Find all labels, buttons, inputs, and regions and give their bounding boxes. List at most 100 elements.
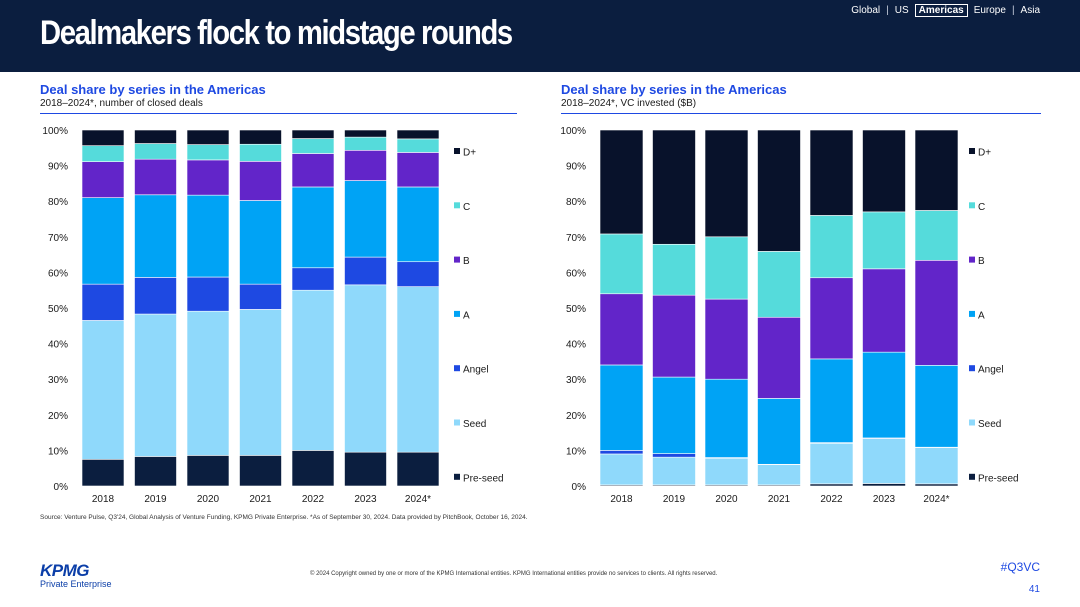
chart-panel-vc: Deal share by series in the Americas 201… — [561, 82, 1041, 512]
y-tick-label: 80% — [566, 197, 586, 208]
y-tick-label: 10% — [566, 446, 586, 457]
bar-segment-b — [914, 259, 959, 366]
bar-segment-pre-seed — [186, 455, 230, 487]
legend-label-a: A — [978, 310, 985, 321]
source-note: Source: Venture Pulse, Q3'24, Global Ana… — [40, 514, 528, 521]
legend-swatch-d — [969, 148, 975, 154]
chart-subtitle: 2018–2024*, VC invested ($B) — [561, 98, 697, 109]
bar-segment-d — [757, 129, 801, 252]
y-tick-label: 20% — [48, 411, 68, 422]
bar-segment-seed — [396, 286, 440, 453]
chart-panel-deals: Deal share by series in the Americas 201… — [40, 82, 517, 512]
kpmg-logo: KPMG Private Enterprise — [40, 562, 112, 590]
bar-segment-d — [862, 129, 906, 213]
bar-segment-seed — [344, 284, 387, 453]
bar-segment-d — [81, 129, 125, 146]
nav-asia[interactable]: Asia — [1020, 5, 1040, 16]
chart-subtitle: 2018–2024*, number of closed deals — [40, 98, 203, 109]
bar-segment-pre-seed — [396, 451, 440, 487]
legend-label-a: A — [463, 310, 470, 321]
bar-segment-pre-seed — [862, 483, 906, 487]
bar-segment-d — [809, 129, 854, 216]
bar-segment-angel — [652, 453, 696, 458]
y-tick-label: 10% — [48, 446, 68, 457]
legend-label-b: B — [463, 256, 470, 267]
bar-segment-pre-seed — [291, 450, 335, 487]
bar-segment-d — [396, 129, 440, 140]
legend-swatch-a — [969, 310, 975, 317]
bar-segment-angel — [186, 276, 230, 312]
bar-segment-seed — [186, 310, 230, 456]
x-tick-label: 2023 — [354, 494, 377, 505]
bar-segment-d — [652, 129, 696, 245]
legend-swatch-c — [454, 202, 460, 209]
bar-segment-b — [81, 161, 125, 198]
legend-swatch-c — [969, 202, 975, 209]
bar-segment-c — [599, 233, 644, 295]
y-tick-label: 90% — [566, 162, 586, 173]
nav-europe[interactable]: Europe — [973, 5, 1006, 16]
legend-swatch-angel — [454, 365, 460, 372]
legend-swatch-pre-seed — [454, 473, 460, 480]
legend-label-d: D+ — [463, 148, 476, 159]
legend-swatch-seed — [969, 419, 975, 426]
bar-segment-angel — [134, 277, 177, 315]
bar-segment-angel — [81, 283, 125, 321]
x-tick-label: 2022 — [302, 494, 325, 505]
legend-label-c: C — [978, 202, 985, 213]
x-tick-label: 2023 — [873, 494, 896, 505]
y-tick-label: 30% — [566, 375, 586, 386]
nav-separator: | — [1011, 5, 1015, 16]
bar-segment-c — [704, 236, 749, 300]
bar-segment-seed — [599, 453, 644, 486]
y-tick-label: 100% — [42, 126, 68, 137]
legend-swatch-b — [454, 256, 460, 263]
bar-segment-seed — [134, 313, 177, 457]
bar-segment-b — [757, 316, 801, 399]
y-tick-label: 50% — [566, 304, 586, 315]
legend-label-pre-seed: Pre-seed — [978, 473, 1019, 484]
bar-segment-d — [599, 129, 644, 235]
bar-segment-pre-seed — [344, 451, 387, 487]
bar-segment-seed — [809, 442, 854, 485]
bar-segment-a — [704, 378, 749, 458]
page-title: Dealmakers flock to midstage rounds — [40, 14, 513, 52]
nav-americas[interactable]: Americas — [914, 4, 968, 17]
nav-us[interactable]: US — [894, 5, 909, 16]
bar-segment-b — [291, 153, 335, 188]
bar-segment-c — [344, 136, 387, 151]
chart-title: Deal share by series in the Americas — [561, 82, 787, 97]
legend-label-angel: Angel — [463, 365, 489, 376]
bar-segment-seed — [914, 447, 959, 485]
bar-segment-b — [652, 294, 696, 378]
logo-subtext: Private Enterprise — [40, 579, 112, 589]
bar-segment-seed — [704, 457, 749, 486]
bar-segment-d — [186, 129, 230, 145]
bar-segment-a — [344, 180, 387, 258]
y-tick-label: 70% — [48, 233, 68, 244]
nav-global[interactable]: Global — [851, 5, 881, 16]
bar-segment-d — [914, 129, 959, 211]
x-tick-label: 2020 — [715, 494, 738, 505]
bar-segment-d — [291, 129, 335, 139]
chart-title: Deal share by series in the Americas — [40, 82, 266, 97]
bar-segment-c — [81, 145, 125, 162]
bar-segment-a — [809, 358, 854, 443]
region-nav: Global | US Americas Europe | Asia — [849, 4, 1042, 17]
bar-segment-b — [809, 277, 854, 360]
x-tick-label: 2018 — [92, 494, 115, 505]
bar-segment-d — [704, 129, 749, 238]
bar-segment-angel — [291, 267, 335, 291]
bar-segment-d — [344, 129, 387, 138]
header-bar: Dealmakers flock to midstage rounds Glob… — [0, 0, 1080, 72]
bar-segment-seed — [291, 289, 335, 451]
y-tick-label: 100% — [561, 126, 586, 137]
bar-segment-a — [81, 197, 125, 285]
bar-segment-pre-seed — [914, 483, 959, 487]
x-tick-label: 2020 — [197, 494, 220, 505]
x-tick-label: 2021 — [768, 494, 791, 505]
bar-segment-c — [186, 144, 230, 161]
bar-segment-a — [599, 364, 644, 451]
bar-segment-a — [239, 200, 282, 285]
y-tick-label: 0% — [54, 482, 69, 493]
